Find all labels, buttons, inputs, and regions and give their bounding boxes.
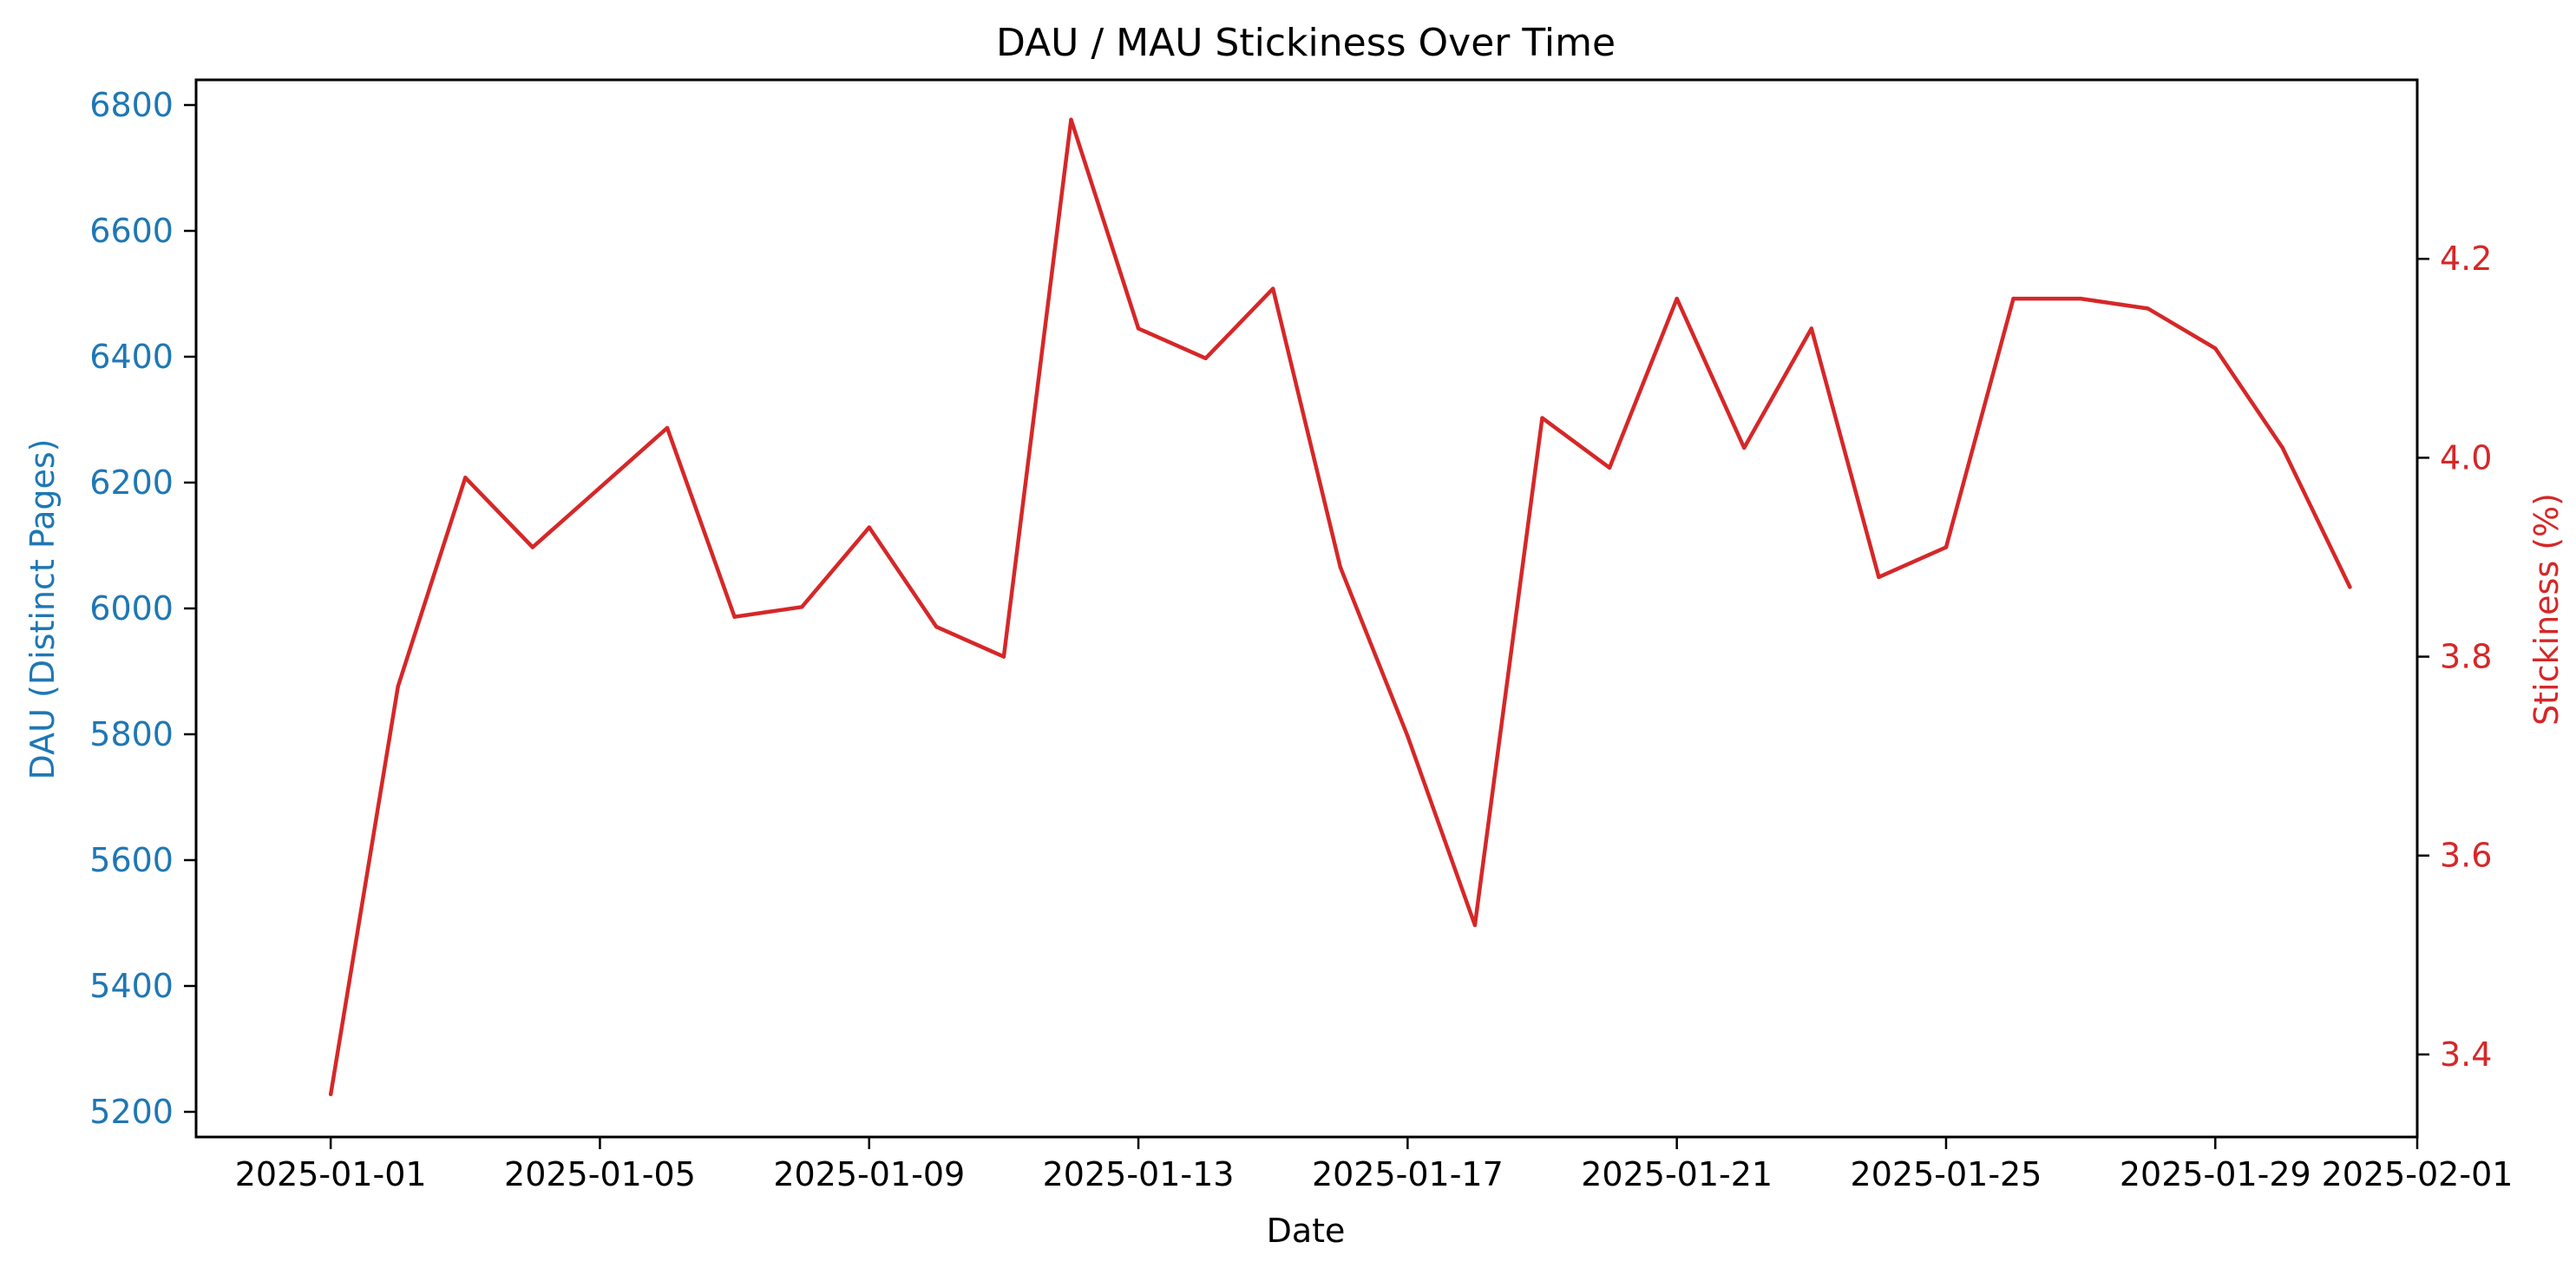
chart-title: DAU / MAU Stickiness Over Time [996,21,1616,65]
y-right-tick-label: 3.8 [2440,638,2492,676]
stickiness-point [2146,306,2150,311]
x-tick-label: 2025-01-17 [1312,1155,1504,1193]
y-left-tick-label: 6800 [89,86,174,124]
stickiness-point [1338,565,1342,569]
y-right-tick-label: 3.6 [2440,837,2492,875]
plot-area [328,117,2352,1096]
stickiness-point [1203,356,1208,361]
stickiness-point [2280,445,2285,450]
stickiness-point [1877,575,1881,580]
stickiness-point [799,605,804,609]
stickiness-point [396,684,400,689]
stickiness-point [1809,326,1814,331]
y-left-tick-label: 5600 [89,841,174,879]
y-axis-right-label: Stickiness (%) [2527,493,2566,726]
y-right-tick-label: 4.0 [2440,438,2492,476]
stickiness-point [1675,296,1679,301]
stickiness-point [2348,585,2352,589]
stickiness-point [463,476,468,480]
stickiness-point [934,624,939,629]
stickiness-point [665,425,670,430]
stickiness-point [1943,545,1949,549]
x-tick-label: 2025-01-01 [235,1155,427,1193]
stickiness-point [1136,326,1141,331]
stickiness-point [2213,346,2218,351]
x-tick-label: 2025-01-09 [773,1155,965,1193]
stickiness-point [1069,117,1073,122]
x-tick-label: 2025-01-05 [504,1155,696,1193]
stickiness-point [2011,296,2016,301]
y-left-tick-label: 5400 [89,967,174,1005]
stickiness-point [328,1092,333,1096]
x-tick-label: 2025-01-21 [1581,1155,1773,1193]
stickiness-point [1271,286,1275,291]
stickiness-point [867,525,871,529]
y-left-tick-label: 6400 [89,338,174,376]
stickiness-point [598,485,602,490]
y-right-tick-label: 4.2 [2440,240,2492,278]
x-tick-label: 2025-01-29 [2120,1155,2311,1193]
y-axis-left: 5200 5400 5600 5800 6000 6200 6400 6600 6800 [89,86,196,1131]
stickiness-point [1540,416,1544,420]
y-axis-left-label: DAU (Distinct Pages) [23,439,62,780]
y-axis-right: 3.4 3.6 3.8 4.0 4.2 [2417,240,2492,1074]
x-axis: 2025-01-01 2025-01-05 2025-01-09 2025-01-13… [235,1137,2514,1193]
x-tick-label: 2025-02-01 [2322,1155,2514,1193]
stickiness-point [1607,465,1612,470]
stickiness-point [2078,296,2083,301]
y-left-tick-label: 6000 [89,589,174,628]
stickiness-point [1742,445,1747,450]
y-left-tick-label: 6200 [89,463,174,502]
y-left-tick-label: 5200 [89,1093,174,1131]
y-right-tick-label: 3.4 [2440,1035,2492,1074]
x-axis-label: Date [1267,1212,1346,1250]
stickiness-point [1406,734,1410,739]
stickiness-point [530,545,535,549]
y-left-tick-label: 6600 [89,212,174,250]
stickiness-point [1001,654,1006,659]
stickiness-point [1472,923,1478,928]
stickiness-point [732,614,737,619]
x-tick-label: 2025-01-25 [1851,1155,2042,1193]
y-left-tick-label: 5800 [89,715,174,753]
x-tick-label: 2025-01-13 [1043,1155,1235,1193]
